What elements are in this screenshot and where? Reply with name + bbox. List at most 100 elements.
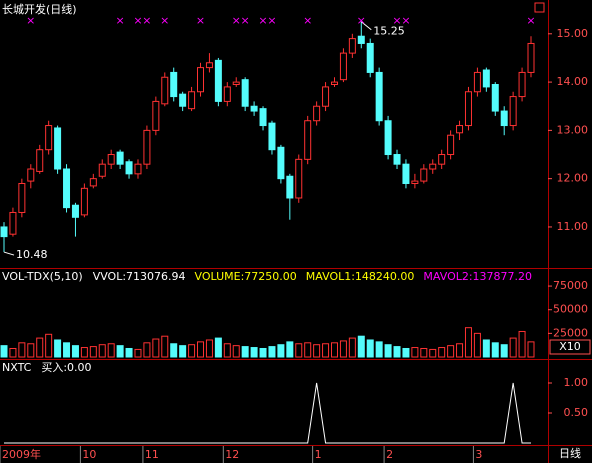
legend-entry: 买入:0.00	[41, 361, 91, 374]
candle-body	[402, 163, 410, 184]
volume-bar	[116, 345, 124, 358]
candle-body	[330, 81, 338, 86]
volume-bar	[63, 342, 71, 358]
volume-bar	[27, 343, 35, 358]
volume-bar	[473, 332, 481, 358]
candle-body	[223, 86, 231, 102]
volume-bar	[179, 345, 187, 358]
volume-bar	[447, 345, 455, 358]
volume-bar	[420, 347, 428, 358]
signal-marker: ×	[26, 14, 35, 27]
chart-title: 长城开发(日线)	[2, 2, 77, 16]
candle-body	[170, 71, 178, 98]
candle-body	[125, 161, 133, 175]
signal-marker: ×	[392, 14, 401, 27]
candle-body	[366, 42, 374, 73]
candle-body	[527, 42, 535, 73]
volume-bar	[411, 347, 419, 358]
volume-bar	[125, 347, 133, 358]
candle-body	[339, 52, 347, 81]
y-tick-label: 25000	[553, 326, 588, 339]
volume-bar	[205, 339, 213, 358]
volume-bar	[348, 337, 356, 358]
candle-body	[152, 100, 160, 131]
candle-body	[518, 71, 526, 98]
signal-marker: ×	[142, 14, 151, 27]
volume-bar	[402, 347, 410, 358]
signal-marker: ×	[258, 14, 267, 27]
volume-bar	[482, 339, 490, 358]
x-tick-label: 2	[386, 448, 393, 461]
legend-entry: VVOL:713076.94	[93, 270, 186, 283]
candle-body	[18, 182, 26, 213]
signal-marker: ×	[232, 14, 241, 27]
candle-body	[134, 163, 142, 175]
unit-box	[549, 339, 591, 355]
volume-bar	[188, 344, 196, 358]
x-tick-label: 2009年	[2, 447, 41, 461]
candle-body	[482, 69, 490, 88]
candle-body	[464, 91, 472, 127]
volume-bar	[71, 345, 79, 358]
candle-body	[286, 175, 294, 199]
candle-body	[357, 35, 365, 44]
volume-bar	[330, 342, 338, 358]
y-tick-label: 1.00	[564, 376, 589, 389]
candle-body	[304, 120, 312, 160]
volume-bar	[0, 345, 8, 358]
y-tick-label: 12.00	[557, 172, 589, 185]
period-label: 日线	[559, 446, 581, 460]
y-tick-label: 75000	[553, 279, 588, 292]
volume-bar	[152, 338, 160, 358]
high-pointer	[360, 21, 372, 31]
panel-title: VOL-TDX(5,10)	[2, 270, 83, 283]
volume-bar	[18, 342, 26, 358]
volume-bar	[161, 335, 169, 358]
signal-marker: ×	[526, 14, 535, 27]
candle-body	[268, 122, 276, 151]
y-tick-label: 13.00	[557, 123, 589, 136]
candle-body	[447, 134, 455, 156]
candle-body	[473, 71, 481, 93]
volume-bar	[241, 346, 249, 358]
volume-bar	[197, 341, 205, 358]
candle-body	[420, 168, 428, 182]
y-tick-label: 14.00	[557, 75, 589, 88]
y-tick-label: 0.50	[564, 406, 589, 419]
candle-body	[188, 91, 196, 110]
volume-bar	[54, 339, 62, 358]
volume-bar	[80, 347, 88, 358]
volume-bar	[223, 343, 231, 358]
legend-entry: VOLUME:77250.00	[195, 270, 297, 283]
candle-body	[241, 79, 249, 107]
signal-marker: ×	[133, 14, 142, 27]
volume-bar	[313, 344, 321, 358]
candle-body	[89, 178, 97, 187]
candle-body	[98, 163, 106, 177]
x-tick-label: 1	[315, 448, 322, 461]
candle-body	[54, 127, 62, 170]
volume-bar	[393, 346, 401, 358]
volume-bar	[9, 347, 17, 358]
candle-body	[348, 38, 356, 54]
candle-body	[45, 125, 53, 151]
candle-body	[491, 84, 499, 112]
volume-bar	[429, 348, 437, 358]
candle-body	[322, 86, 330, 107]
indicator-line	[4, 382, 531, 444]
x-tick-label: 3	[475, 448, 482, 461]
volume-bar	[89, 346, 97, 358]
volume-bar	[357, 335, 365, 358]
volume-bar	[304, 342, 312, 358]
candle-body	[63, 168, 71, 209]
candle-body	[429, 163, 437, 170]
volume-bar	[277, 344, 285, 358]
volume-bar	[438, 347, 446, 358]
candle-body	[27, 168, 35, 182]
volume-bar	[491, 342, 499, 358]
candle-body	[411, 180, 419, 184]
volume-bar	[456, 343, 464, 358]
candle-body	[500, 110, 508, 127]
